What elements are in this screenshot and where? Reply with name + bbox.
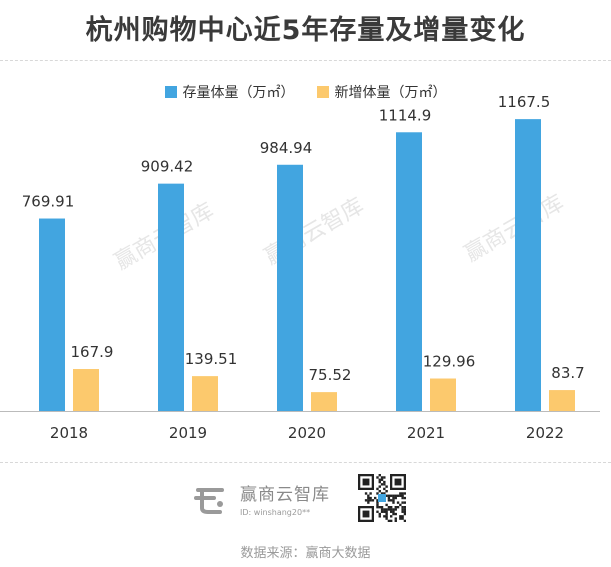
data-label-stock: 984.94 [260, 139, 313, 157]
x-tick-label: 2019 [169, 424, 207, 442]
bar-new [192, 376, 218, 411]
x-tick-label: 2022 [526, 424, 564, 442]
bar-new [73, 369, 99, 411]
bar-stock [396, 132, 422, 411]
footer-divider [0, 462, 611, 464]
x-tick-label: 2021 [407, 424, 445, 442]
bar-stock [158, 183, 184, 411]
bar-new [430, 378, 456, 411]
legend-label-new: 新增体量（万㎡） [334, 85, 447, 101]
data-label-stock: 1114.9 [379, 106, 432, 124]
legend-label-stock: 存量体量（万㎡） [182, 85, 295, 101]
legend-item-stock: 存量体量（万㎡） [164, 82, 295, 102]
title-divider [0, 60, 611, 62]
bar-stock [39, 218, 65, 411]
bar-new [549, 390, 575, 411]
data-label-stock: 769.91 [22, 193, 75, 211]
x-tick-label: 2020 [288, 424, 326, 442]
data-label-new: 83.7 [551, 364, 584, 382]
watermark-text: 赢商云智库 [461, 191, 569, 268]
data-label-new: 139.51 [185, 350, 238, 368]
chart-title: 杭州购物中心近5年存量及增量变化 [85, 15, 526, 46]
data-label-new: 167.9 [71, 343, 114, 361]
data-label-new: 75.52 [309, 366, 352, 384]
x-tick-label: 2018 [50, 424, 88, 442]
brand-id: ID: winshang20** [240, 507, 311, 517]
legend-item-new: 新增体量（万㎡） [316, 82, 447, 102]
qr-code-icon [358, 474, 406, 522]
legend-swatch-new [316, 86, 329, 98]
bar-stock [277, 164, 303, 411]
brand-name: 赢商云智库 [240, 484, 330, 505]
brand-logo-icon [194, 488, 224, 514]
data-label-stock: 909.42 [141, 158, 194, 176]
bar-new [311, 392, 337, 411]
legend: 存量体量（万㎡） 新增体量（万㎡） [0, 82, 611, 102]
data-label-stock: 1167.5 [498, 93, 551, 111]
brand-block: 赢商云智库 ID: winshang20** [190, 478, 330, 518]
data-source: 数据来源：赢商大数据 [240, 546, 371, 561]
watermark-text: 赢商云智库 [261, 194, 369, 271]
bar-stock [515, 119, 541, 411]
bar-chart: 赢商云智库赢商云智库赢商云智库769.91167.92018909.42139.… [0, 93, 600, 442]
data-label-new: 129.96 [423, 353, 476, 371]
legend-swatch-stock [164, 86, 177, 98]
